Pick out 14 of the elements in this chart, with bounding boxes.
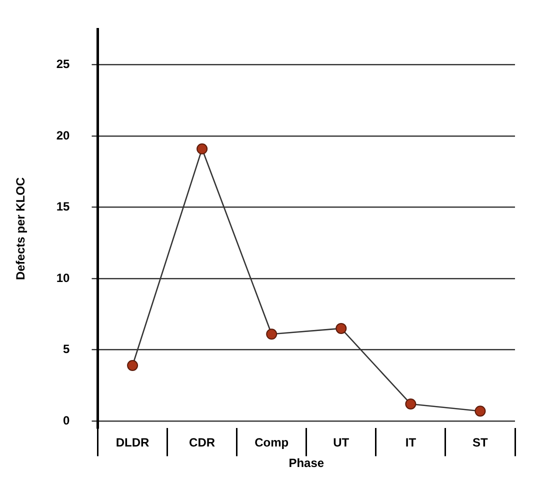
y-tick-label: 10 <box>56 270 70 285</box>
y-tick-label: 15 <box>56 200 70 214</box>
x-tick-label: DLDR <box>116 436 150 450</box>
y-tick-label: 5 <box>63 342 70 356</box>
x-tick-label: ST <box>472 436 489 450</box>
x-axis-title: Phase <box>288 456 324 470</box>
x-tick-label: UT <box>333 436 350 450</box>
x-tick-label: Comp <box>254 436 289 450</box>
y-tick-label: 20 <box>56 128 70 142</box>
y-tick-label: 0 <box>63 413 70 428</box>
y-axis-title: Defects per KLOC <box>14 177 28 280</box>
x-tick-label: CDR <box>189 436 216 450</box>
x-tick-label: IT <box>405 436 417 450</box>
y-tick-label: 25 <box>56 57 70 72</box>
